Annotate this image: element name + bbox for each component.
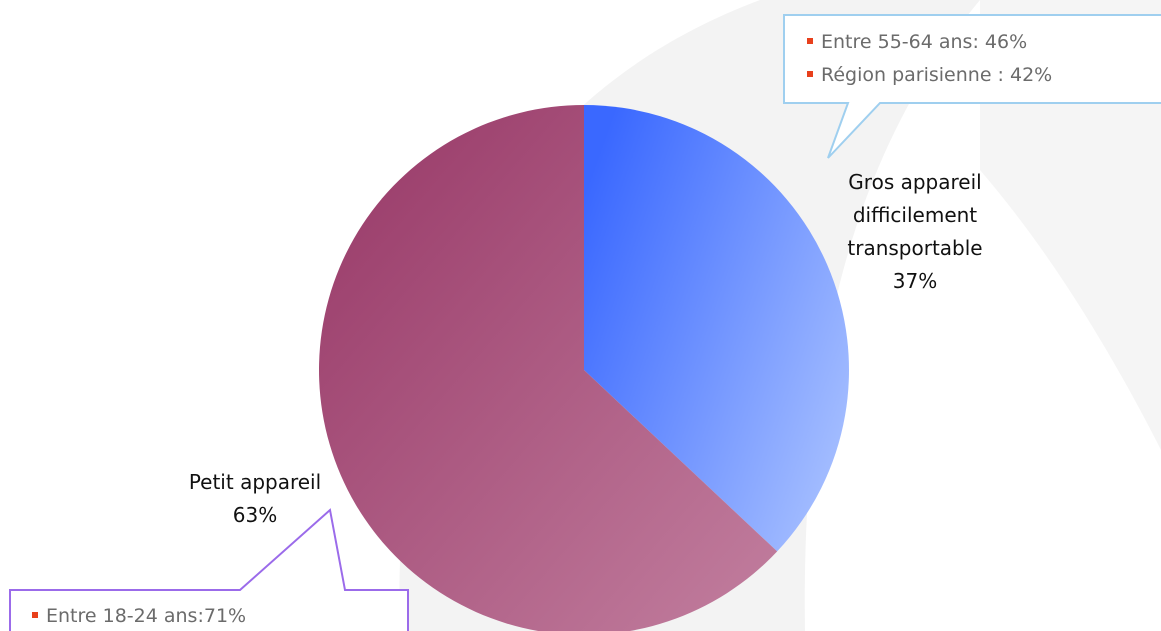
- value-label: 37%: [892, 269, 938, 293]
- callout-item: Entre 55-64 ans: 46%: [807, 26, 1052, 59]
- pie: [319, 105, 849, 631]
- callout-text: Entre 55-64 ans: 46% Région parisienne : …: [807, 26, 1052, 92]
- category-label: Gros appareil difficilement transportabl…: [847, 170, 983, 260]
- slice-label: Petit appareil 63%: [150, 466, 360, 532]
- value-label: 63%: [232, 503, 278, 527]
- callout-item: Entre 18-24 ans:71%: [32, 600, 246, 631]
- pie-slice: [319, 105, 778, 631]
- slice-label: Gros appareil difficilement transportabl…: [820, 166, 1010, 298]
- pie-slice: [584, 105, 849, 552]
- background-shape: [980, 0, 1161, 450]
- callout-item: Région parisienne : 42%: [807, 59, 1052, 92]
- callout-text: Entre 18-24 ans:71%: [32, 600, 246, 631]
- category-label: Petit appareil: [188, 470, 322, 494]
